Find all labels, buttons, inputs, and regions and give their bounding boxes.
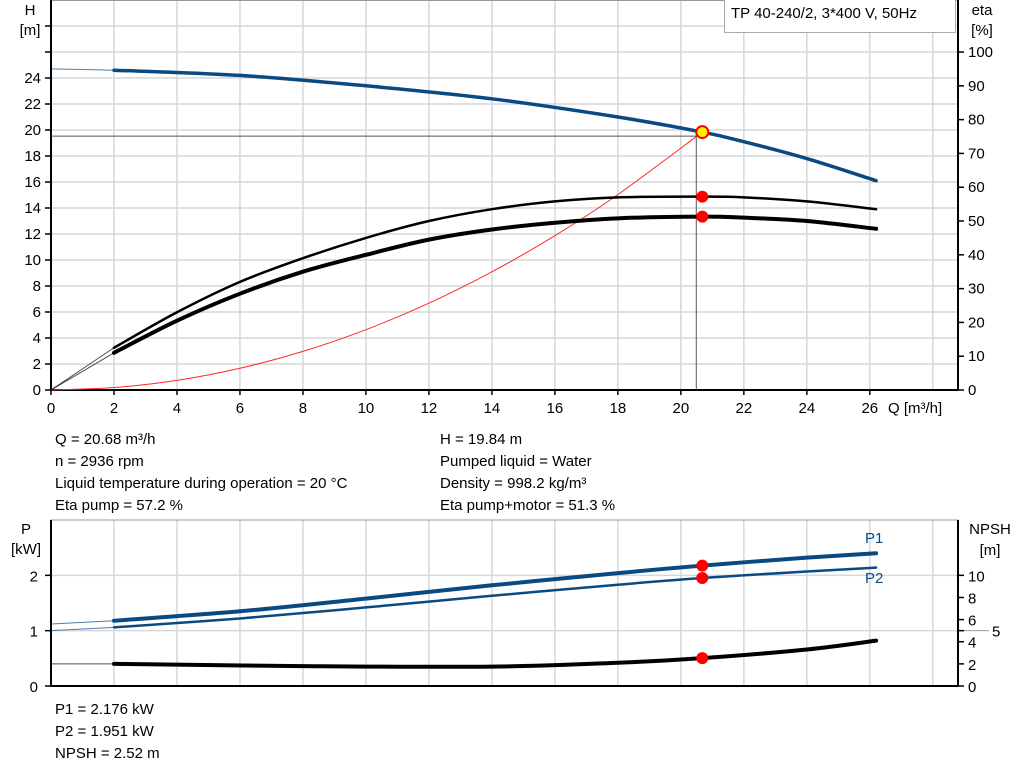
x-tick-label: 10 — [358, 400, 375, 417]
y-tick-label-right: 80 — [968, 112, 985, 129]
x-tick-label: 22 — [736, 400, 753, 417]
y-tick-label-right: 40 — [968, 247, 985, 264]
p1-curve-extrapolation — [50, 620, 115, 625]
x-tick-label: 2 — [110, 400, 118, 417]
x-tick-label: 18 — [610, 400, 627, 417]
eta-pump-curve — [112, 195, 878, 350]
y-tick-label-left: 18 — [24, 148, 41, 165]
y-tick-label-left: 4 — [33, 330, 41, 347]
y-tick-label-left: 24 — [24, 70, 41, 87]
y-tick-label-right: 60 — [968, 179, 985, 196]
readout-eta-pump-motor: Eta pump+motor = 51.3 % — [440, 497, 616, 514]
eta-pump-motor-curve-extrapolation — [50, 352, 115, 391]
y-tick-label-right: 5 — [992, 624, 1000, 641]
x-axis-label: Q [m³/h] — [888, 400, 942, 417]
readout-right: H = 19.84 m Pumped liquid = Water Densit… — [440, 429, 615, 517]
head-curve — [112, 68, 878, 183]
x-tick-label: 12 — [421, 400, 438, 417]
p2-series-label: P2 — [865, 570, 883, 587]
head-curve-extrapolation — [50, 68, 114, 71]
y-tick-label-right: 0 — [968, 382, 976, 399]
pump-model-label: TP 40-240/2, 3*400 V, 50Hz — [731, 5, 917, 22]
y-tick-label-right: 0 — [968, 679, 976, 696]
readout-p2: P2 = 1.951 kW — [55, 723, 154, 740]
x-tick-label: 14 — [484, 400, 501, 417]
p2-curve-extrapolation — [50, 626, 115, 632]
y-tick-label-left: 12 — [24, 226, 41, 243]
readout-power: P1 = 2.176 kW P2 = 1.951 kW NPSH = 2.52 … — [55, 699, 160, 765]
y-tick-label-right: 10 — [968, 348, 985, 365]
y-axis-label-left: P — [21, 521, 31, 538]
y-axis-label-right-unit: [%] — [971, 22, 993, 39]
x-tick-label: 8 — [299, 400, 307, 417]
y-tick-label-left: 0 — [33, 382, 41, 399]
y-tick-label-left: 10 — [24, 252, 41, 269]
y-tick-label-right: 6 — [968, 613, 976, 630]
x-tick-label: 4 — [173, 400, 181, 417]
system-curve — [50, 131, 703, 391]
y-tick-label-left: 20 — [24, 122, 41, 139]
eta-pump-motor-curve — [111, 214, 879, 355]
npsh-marker — [696, 652, 709, 665]
x-tick-label: 6 — [236, 400, 244, 417]
readout-temperature: Liquid temperature during operation = 20… — [55, 475, 348, 492]
x-tick-label: 24 — [798, 400, 815, 417]
y-axis-label-left-unit: [kW] — [11, 541, 41, 558]
y-axis-label-left: H — [25, 2, 36, 19]
readout-p1: P1 = 2.176 kW — [55, 701, 154, 718]
x-tick-label: 26 — [861, 400, 878, 417]
y-tick-label-left: 8 — [33, 278, 41, 295]
y-tick-label-left: 2 — [30, 568, 38, 585]
y-tick-label-left: 0 — [30, 679, 38, 696]
readout-speed: n = 2936 rpm — [55, 453, 144, 470]
y-tick-label-left: 1 — [30, 624, 38, 641]
y-axis-label-left-unit: [m] — [20, 22, 41, 39]
readout-eta-pump: Eta pump = 57.2 % — [55, 497, 183, 514]
y-tick-label-right: 50 — [968, 213, 985, 230]
readout-liquid: Pumped liquid = Water — [440, 453, 592, 470]
plot-frame-top — [50, 0, 959, 391]
y-tick-label-left: 16 — [24, 174, 41, 191]
y-tick-label-left: 2 — [33, 356, 41, 373]
eta-pump-marker — [696, 190, 709, 203]
y-tick-label-right: 90 — [968, 78, 985, 95]
y-tick-label-left: 6 — [33, 304, 41, 321]
y-axis-label-right: eta — [972, 2, 994, 19]
p2-curve — [112, 566, 878, 629]
operating-point-marker — [695, 125, 710, 140]
readout-npsh: NPSH = 2.52 m — [55, 745, 160, 762]
readout-left: Q = 20.68 m³/h n = 2936 rpm Liquid tempe… — [55, 429, 347, 517]
p2-marker — [696, 572, 709, 585]
x-tick-label: 0 — [47, 400, 55, 417]
x-tick-label: 20 — [673, 400, 690, 417]
eta-pump-curve-extrapolation — [50, 347, 115, 391]
y-tick-label-right: 30 — [968, 281, 985, 298]
readout-head: H = 19.84 m — [440, 431, 523, 448]
y-tick-label-right: 70 — [968, 145, 985, 162]
y-axis-label-right-unit: [m] — [980, 542, 1001, 559]
y-tick-label-right: 4 — [968, 635, 976, 652]
y-tick-label-left: 14 — [24, 200, 41, 217]
p1-series-label: P1 — [865, 530, 883, 547]
npsh-curve — [111, 638, 879, 669]
y-tick-label-right: 100 — [968, 44, 993, 61]
p1-curve — [111, 551, 879, 623]
pump-legend-box: TP 40-240/2, 3*400 V, 50Hz — [724, 0, 956, 33]
y-axis-label-right: NPSH — [969, 521, 1011, 538]
readout-flow: Q = 20.68 m³/h — [55, 431, 156, 448]
y-tick-label-left: 22 — [24, 96, 41, 113]
readout-density: Density = 998.2 kg/m³ — [440, 475, 587, 492]
y-tick-label-right: 10 — [968, 568, 985, 585]
p1-marker — [696, 559, 709, 572]
plot-frame-bottom — [50, 519, 959, 687]
y-tick-label-right: 20 — [968, 314, 985, 331]
y-tick-label-right: 2 — [968, 657, 976, 674]
y-tick-label-right: 8 — [968, 590, 976, 607]
eta-pump-motor-marker — [696, 210, 709, 223]
x-tick-label: 16 — [547, 400, 564, 417]
